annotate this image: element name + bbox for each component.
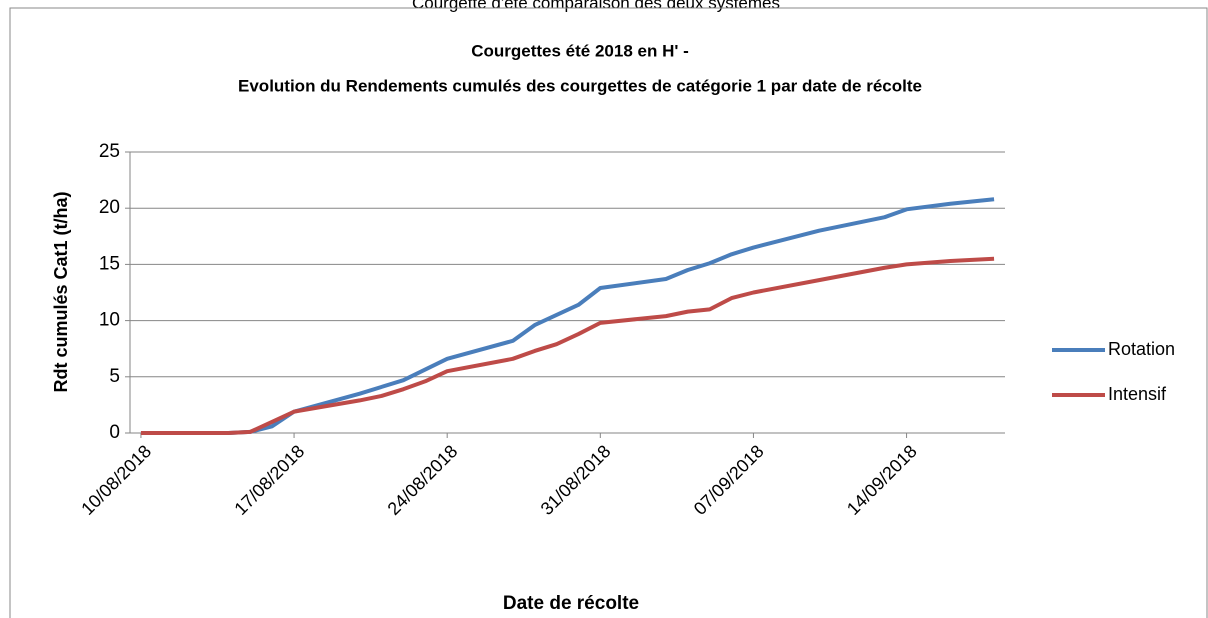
y-tick-label: 20: [99, 197, 120, 218]
chart-title: Courgettes été 2018 en H' -: [471, 41, 689, 60]
y-tick-label: 10: [99, 310, 120, 331]
data-line: [140, 197, 995, 435]
page-title: Courgette d'été comparaison des deux sys…: [412, 0, 780, 12]
chart-subtitle: Evolution du Rendements cumulés des cour…: [238, 76, 922, 95]
x-tick-label: 31/08/2018: [537, 441, 615, 519]
x-axis-label: Date de récolte: [503, 593, 639, 614]
y-tick-label: 5: [109, 366, 120, 387]
x-tick-label: 17/08/2018: [230, 441, 308, 519]
y-axis-label: Rdt cumulés Cat1 (t/ha): [51, 191, 71, 392]
x-tick-label: 24/08/2018: [384, 441, 462, 519]
y-tick-label: 25: [99, 141, 120, 162]
x-tick-label: 10/08/2018: [77, 441, 155, 519]
legend-label: Intensif: [1108, 384, 1167, 404]
legend-label: Rotation: [1108, 339, 1175, 359]
y-tick-label: 0: [109, 422, 120, 443]
x-tick-label: 14/09/2018: [843, 441, 921, 519]
chart-frame: [9, 7, 1208, 618]
x-tick-label: 07/09/2018: [690, 441, 768, 519]
data-line: [140, 256, 995, 435]
y-tick-label: 15: [99, 253, 120, 274]
